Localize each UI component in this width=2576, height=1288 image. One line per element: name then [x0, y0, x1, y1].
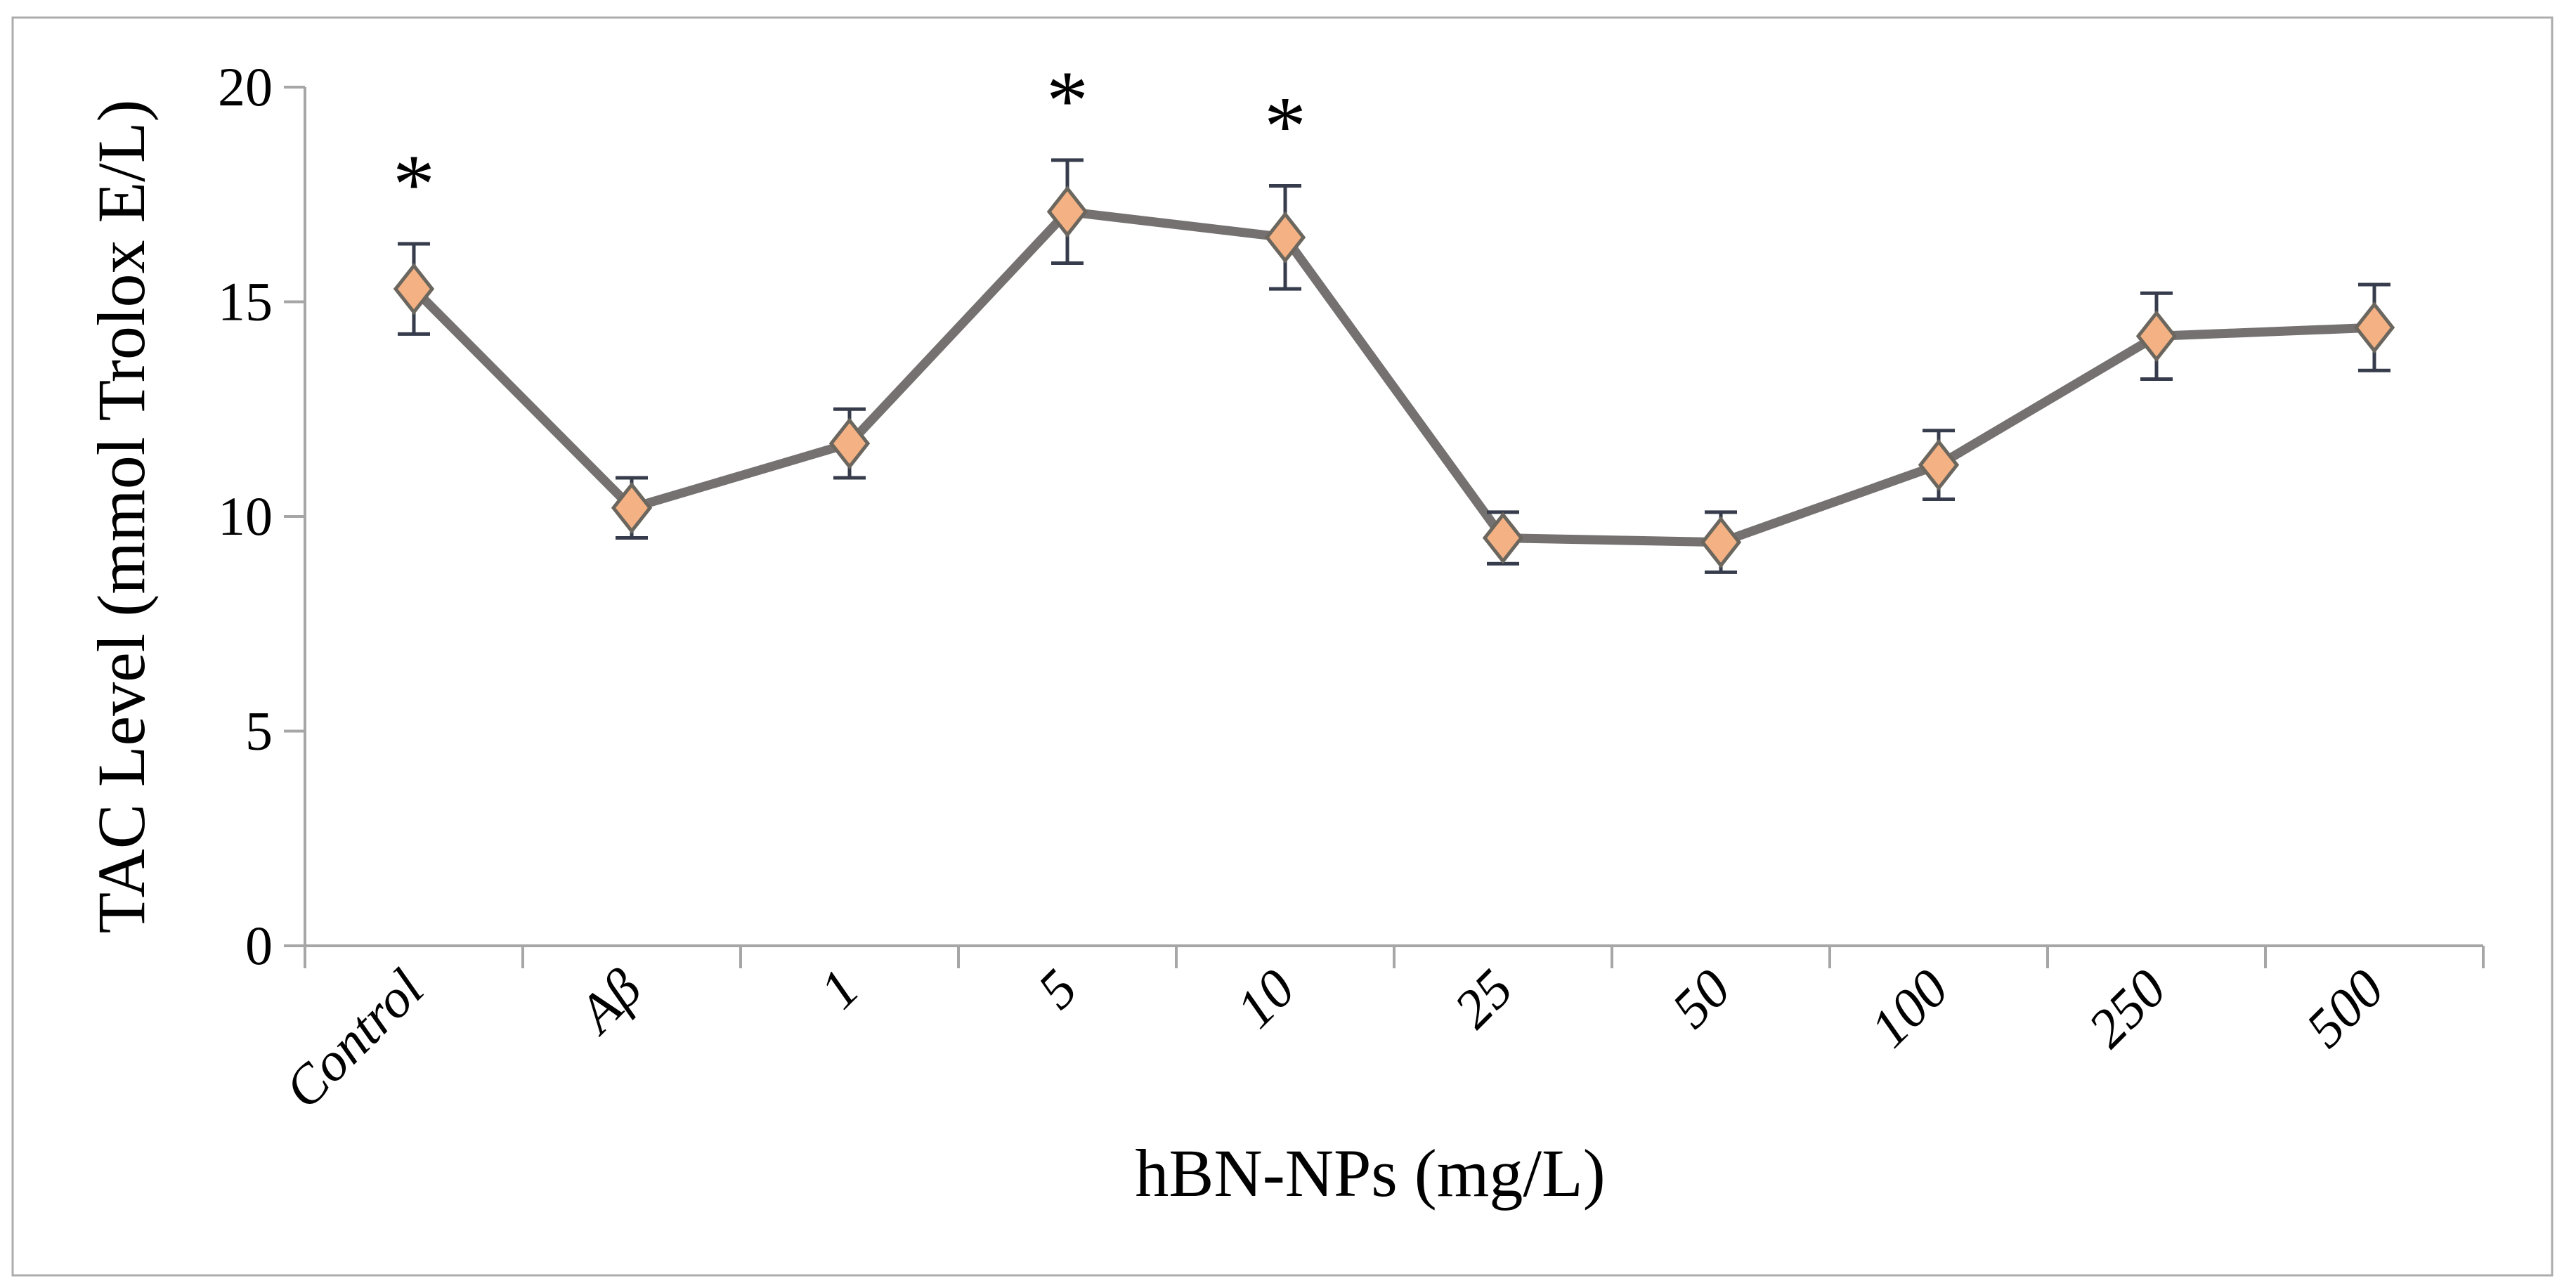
series-line: [409, 207, 2379, 547]
y-tick-label: 15: [218, 271, 273, 332]
x-axis-title: hBN-NPs (mg/L): [1135, 1136, 1605, 1211]
y-tick-label: 20: [218, 56, 273, 117]
significance-asterisk: *: [1264, 79, 1306, 173]
significance-asterisk: *: [1046, 53, 1088, 147]
data-point-marker: [1700, 516, 1742, 568]
y-axis-title: TAC Level (mmol Trolox E/L): [84, 100, 159, 934]
data-point-marker: [2135, 310, 2178, 363]
data-point-marker: [1046, 186, 1088, 238]
y-tick-label: 5: [245, 701, 273, 762]
y-tick-label: 10: [218, 486, 273, 547]
data-point-marker: [611, 481, 653, 534]
data-point-marker: [1264, 211, 1306, 264]
data-point-marker: [828, 417, 871, 470]
data-point-marker: [1918, 438, 1960, 491]
y-tick-label: 0: [245, 915, 273, 976]
significance-asterisk: *: [393, 137, 435, 230]
data-point-marker: [393, 263, 435, 316]
data-point-marker: [2353, 301, 2395, 354]
data-point-marker: [1482, 512, 1524, 564]
